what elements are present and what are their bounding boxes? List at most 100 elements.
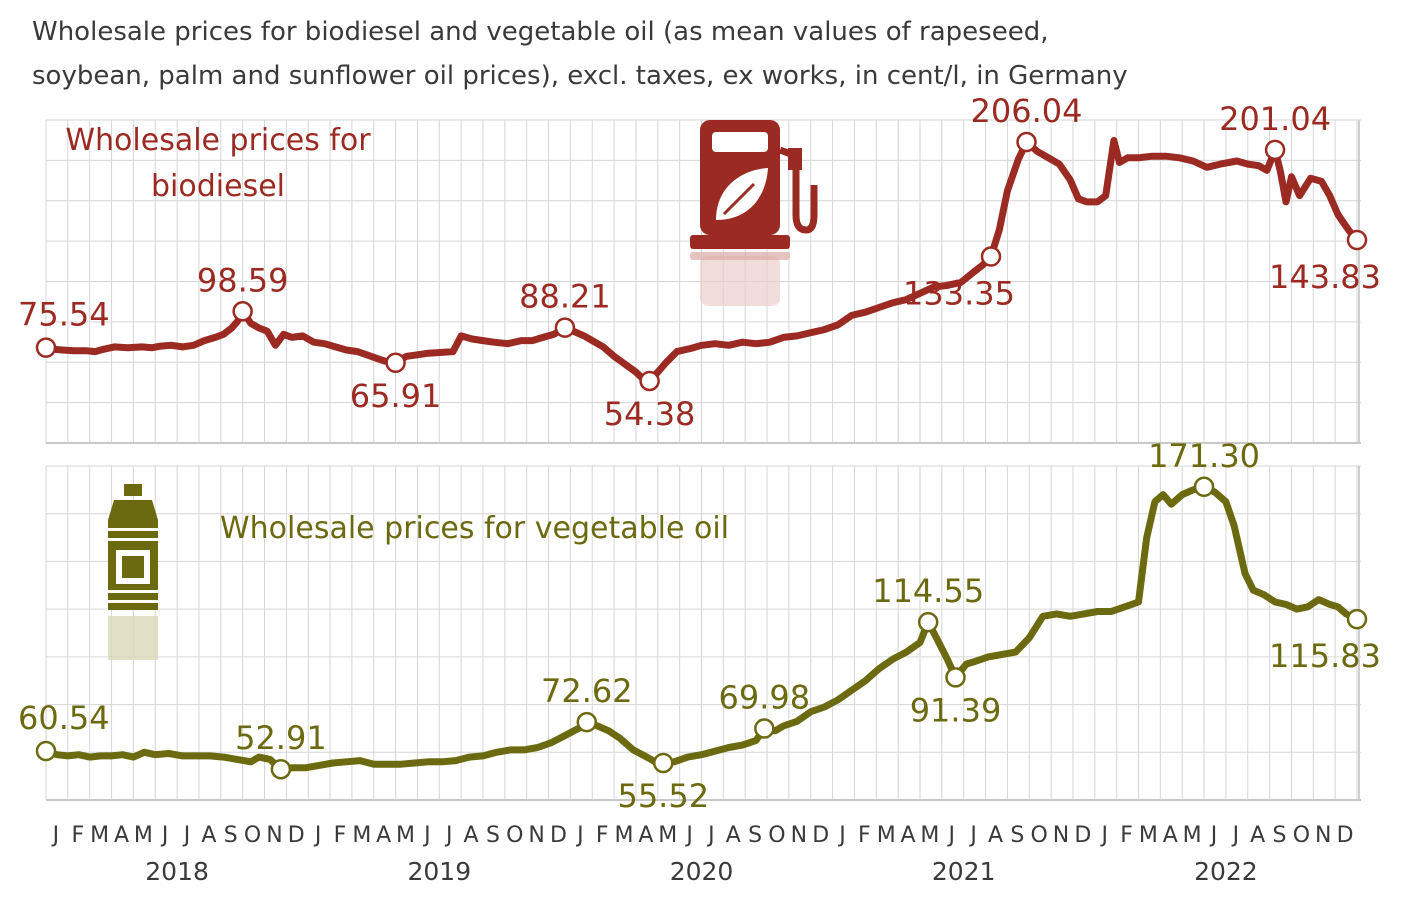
series-line-vegetable_oil xyxy=(42,483,1361,773)
x-tick-label: S xyxy=(224,823,238,848)
x-tick-label: J xyxy=(947,823,956,848)
x-tick-label: M xyxy=(134,823,153,848)
x-tick-label: A xyxy=(901,823,916,848)
x-tick-label: O xyxy=(1031,823,1048,848)
x-tick-label: S xyxy=(486,823,500,848)
x-tick-label: A xyxy=(726,823,741,848)
x-tick-label: F xyxy=(858,823,871,848)
oil-bottle-icon xyxy=(108,484,158,660)
x-tick-label: M xyxy=(396,823,415,848)
data-label: 69.98 xyxy=(719,678,811,716)
data-label: 75.54 xyxy=(18,296,110,334)
x-year-label: 2018 xyxy=(145,857,209,886)
x-tick-label: A xyxy=(376,823,391,848)
x-year-label: 2020 xyxy=(670,857,734,886)
x-tick-label: A xyxy=(988,823,1003,848)
x-tick-label: A xyxy=(638,823,653,848)
vegetable-oil-panel: Wholesale prices for vegetable oil 60.54 5… xyxy=(18,437,1381,815)
biodiesel-panel: Wholesale prices for biodiesel 75.54 98.59 6… xyxy=(18,92,1381,444)
title-line-2: soybean, palm and sunflower oil prices),… xyxy=(32,61,1128,91)
chart-title: Wholesale prices for biodiesel and veget… xyxy=(32,10,1372,98)
x-tick-label: F xyxy=(1120,823,1133,848)
x-tick-label: O xyxy=(506,823,523,848)
data-point-marker xyxy=(1346,229,1368,251)
series-label-biodiesel: Wholesale prices for xyxy=(65,123,371,158)
data-point-marker xyxy=(232,301,253,322)
x-tick-label: D xyxy=(1074,823,1091,848)
x-tick-label: J xyxy=(1231,823,1240,848)
data-point-marker xyxy=(1016,131,1037,153)
series-label-vegetable_oil: Wholesale prices for vegetable oil xyxy=(220,511,729,546)
data-point-marker xyxy=(35,337,57,358)
x-tick-label: S xyxy=(1010,823,1024,848)
data-label: 72.62 xyxy=(541,672,633,710)
data-point-marker xyxy=(385,352,406,374)
data-point-marker xyxy=(1264,139,1286,161)
x-tick-label: J xyxy=(313,823,322,848)
x-tick-label: J xyxy=(182,823,191,848)
x-tick-label: M xyxy=(920,823,939,848)
x-tick-label: A xyxy=(1163,823,1178,848)
x-tick-label: N xyxy=(1315,823,1331,848)
title-line-1: Wholesale prices for biodiesel and veget… xyxy=(32,17,1049,47)
x-tick-label: N xyxy=(266,823,282,848)
fuel-pump-leaf-icon xyxy=(690,120,818,306)
x-tick-label: J xyxy=(51,823,60,848)
x-tick-label: M xyxy=(1139,823,1158,848)
x-tick-label: F xyxy=(334,823,347,848)
x-tick-label: M xyxy=(658,823,677,848)
x-tick-label: J xyxy=(1099,823,1108,848)
x-tick-label: M xyxy=(615,823,634,848)
x-tick-label: O xyxy=(768,823,785,848)
x-tick-label: A xyxy=(201,823,216,848)
data-point-marker xyxy=(945,667,966,688)
x-tick-label: J xyxy=(837,823,846,848)
data-point-marker xyxy=(1193,476,1215,498)
data-point-marker xyxy=(554,317,576,338)
data-label: 201.04 xyxy=(1219,100,1331,138)
data-label: 143.83 xyxy=(1269,258,1381,296)
x-tick-label: S xyxy=(1273,823,1287,848)
data-label: 171.30 xyxy=(1148,437,1260,475)
x-tick-label: D xyxy=(550,823,567,848)
data-label: 65.91 xyxy=(350,377,442,415)
x-tick-label: J xyxy=(684,823,693,848)
series-label-biodiesel: biodiesel xyxy=(151,169,285,204)
x-tick-label: F xyxy=(596,823,609,848)
x-tick-label: M xyxy=(352,823,371,848)
data-point-marker xyxy=(980,246,1002,267)
x-tick-label: J xyxy=(1209,823,1218,848)
x-tick-label: M xyxy=(877,823,896,848)
x-tick-label: J xyxy=(422,823,431,848)
data-point-marker xyxy=(917,611,939,633)
data-label: 60.54 xyxy=(18,699,110,737)
data-point-marker xyxy=(653,752,674,774)
x-tick-label: F xyxy=(71,823,84,848)
x-tick-label: A xyxy=(114,823,129,848)
data-label: 98.59 xyxy=(197,261,289,299)
x-tick-label: A xyxy=(464,823,479,848)
data-point-marker xyxy=(754,718,775,739)
data-point-marker xyxy=(639,370,660,392)
data-label: 88.21 xyxy=(519,278,611,316)
data-label: 114.55 xyxy=(872,572,984,610)
x-year-label: 2019 xyxy=(407,857,471,886)
data-point-marker xyxy=(35,740,57,762)
data-point-marker xyxy=(270,758,292,780)
x-tick-label: J xyxy=(706,823,715,848)
x-tick-label: D xyxy=(1337,823,1354,848)
data-label: 133.35 xyxy=(903,275,1015,313)
x-tick-label: N xyxy=(791,823,807,848)
data-label: 115.83 xyxy=(1269,637,1381,675)
x-year-label: 2021 xyxy=(932,857,996,886)
data-label: 55.52 xyxy=(617,777,709,815)
x-tick-label: O xyxy=(244,823,261,848)
x-year-label: 2022 xyxy=(1194,857,1258,886)
x-tick-label: A xyxy=(1250,823,1265,848)
x-tick-label: D xyxy=(288,823,305,848)
x-tick-label: J xyxy=(160,823,169,848)
x-tick-label: N xyxy=(528,823,544,848)
x-tick-label: J xyxy=(575,823,584,848)
data-label: 206.04 xyxy=(971,92,1083,130)
